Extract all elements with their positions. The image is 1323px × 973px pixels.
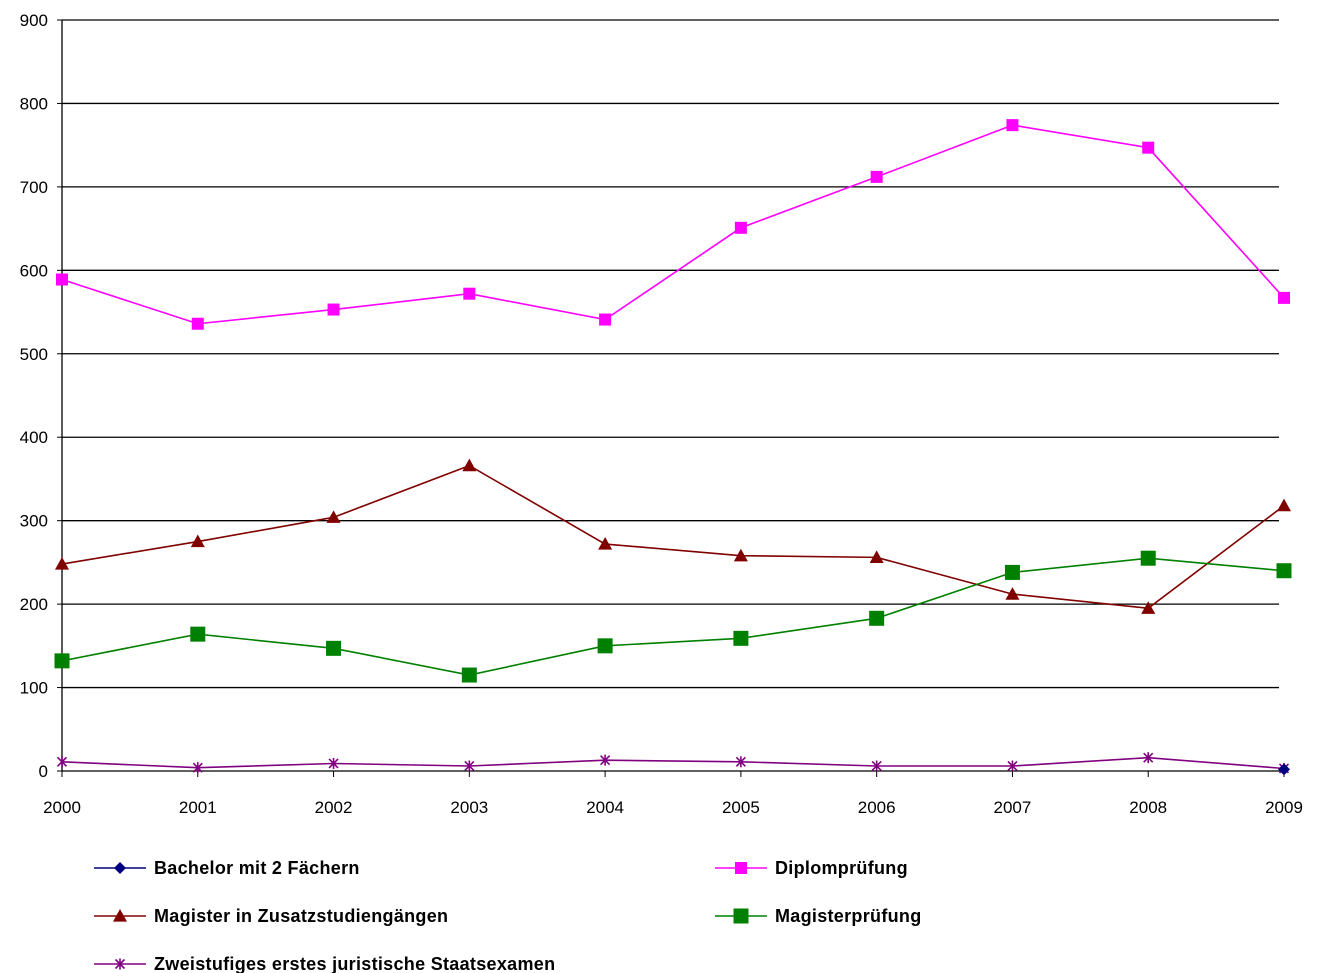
data-point (1278, 763, 1290, 776)
series-0 (1278, 763, 1290, 776)
gridlines (62, 19, 1279, 689)
data-point (870, 170, 883, 183)
legend-item: Bachelor mit 2 Fächern (94, 858, 360, 878)
legend-item: Diplomprüfung (715, 858, 908, 878)
x-tick-label: 2000 (43, 798, 81, 817)
series-2 (55, 458, 1291, 614)
legend-item: Magister in Zusatzstudiengängen (94, 906, 448, 926)
series-line (61, 124, 1285, 325)
data-point (462, 458, 477, 472)
data-point (1142, 141, 1155, 154)
x-tick-label: 2002 (315, 798, 353, 817)
data-point (326, 510, 341, 523)
x-tick-label: 2005 (722, 798, 760, 817)
data-point (1005, 587, 1020, 600)
data-point (464, 760, 475, 772)
data-point (598, 537, 613, 550)
data-point (733, 548, 748, 562)
data-point (1278, 291, 1290, 304)
data-point (190, 626, 206, 642)
legend-item: Magisterprüfung (715, 906, 922, 926)
legend-marker (114, 958, 126, 970)
data-point (871, 760, 882, 772)
data-point (734, 221, 747, 234)
x-tick-label: 2009 (1265, 798, 1303, 817)
y-tick-label: 400 (20, 428, 48, 447)
data-point (54, 653, 70, 669)
legend-label: Zweistufiges erstes juristische Staatsex… (154, 954, 555, 973)
data-point (191, 317, 204, 330)
x-tick-label: 2003 (450, 798, 488, 817)
data-point (56, 273, 68, 286)
legend-label: Magister in Zusatzstudiengängen (154, 906, 448, 926)
data-point (1276, 563, 1292, 579)
x-tick-label: 2004 (586, 798, 624, 817)
y-tick-label: 600 (20, 261, 48, 280)
y-tick-label: 800 (20, 94, 48, 113)
y-tick-label: 200 (20, 595, 48, 614)
series-1 (56, 119, 1290, 330)
axes: 0 100 200 300 400 500 600 700 800 900 2000 2001 2002… (20, 11, 1303, 817)
legend-label: Bachelor mit 2 Fächern (154, 858, 360, 878)
data-point (328, 757, 339, 769)
series-3 (54, 550, 1292, 683)
y-tick-label: 300 (20, 512, 48, 531)
x-tick-label: 2006 (858, 798, 896, 817)
data-point (869, 550, 884, 563)
data-point (600, 754, 611, 766)
series-line (61, 557, 1285, 676)
data-point (1141, 601, 1156, 614)
series-line (61, 464, 1285, 610)
legend: Bachelor mit 2 Fächern Diplomprüfung Magis… (94, 858, 922, 973)
y-tick-label: 900 (20, 11, 48, 30)
data-point (733, 630, 749, 646)
legend-label: Magisterprüfung (775, 906, 922, 926)
data-point (1140, 550, 1156, 566)
data-point (461, 667, 477, 683)
data-point (735, 756, 746, 768)
legend-marker (113, 909, 127, 922)
legend-marker (733, 908, 749, 924)
data-point (597, 638, 613, 654)
data-point (1277, 498, 1291, 512)
data-point (56, 756, 68, 768)
x-tick-label: 2001 (179, 798, 217, 817)
data-point (327, 303, 340, 316)
data-point (55, 557, 69, 570)
data-point (1004, 564, 1020, 580)
data-point (1143, 752, 1154, 764)
legend-marker (735, 862, 747, 874)
y-tick-label: 0 (39, 762, 48, 781)
data-point (326, 640, 342, 656)
data-point (599, 313, 612, 326)
data-point (1006, 119, 1019, 132)
legend-label: Diplomprüfung (775, 858, 908, 878)
data-point (869, 610, 885, 626)
series (54, 119, 1292, 776)
y-tick-label: 500 (20, 345, 48, 364)
data-point (463, 287, 476, 300)
series-line (61, 756, 1285, 770)
data-point (192, 762, 203, 774)
legend-marker (114, 862, 126, 874)
y-tick-label: 100 (20, 679, 48, 698)
series-4 (56, 752, 1290, 774)
data-point (1007, 760, 1018, 772)
legend-item: Zweistufiges erstes juristische Staatsex… (94, 954, 555, 973)
data-point (190, 534, 205, 548)
y-tick-label: 700 (20, 178, 48, 197)
x-tick-label: 2007 (994, 798, 1032, 817)
x-tick-label: 2008 (1129, 798, 1167, 817)
